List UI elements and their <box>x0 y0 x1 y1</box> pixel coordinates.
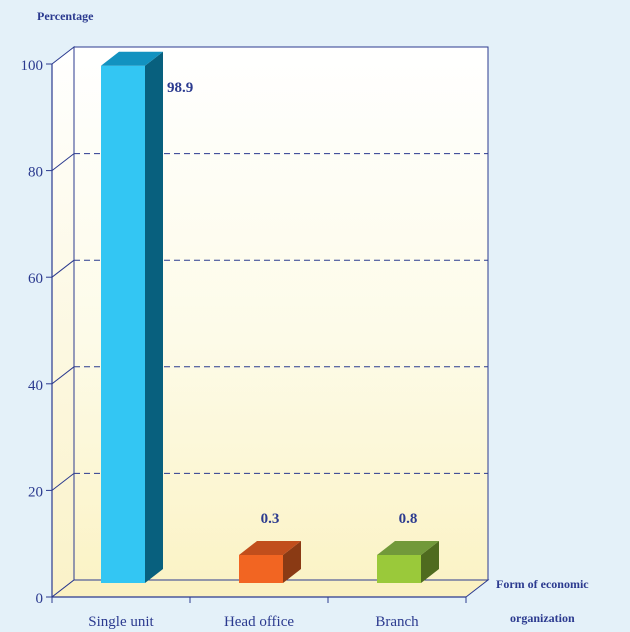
gridlines <box>51 153 488 491</box>
y-tick-label: 40 <box>28 378 43 394</box>
side-wall <box>51 45 75 599</box>
y-axis: 0 20 40 60 80 100 <box>21 58 52 607</box>
gridline-depth <box>51 259 75 278</box>
bar-side <box>145 51 163 584</box>
x-tick-label: Single unit <box>88 614 154 630</box>
y-tick-label: 80 <box>28 165 43 181</box>
data-label: 98.9 <box>167 80 193 96</box>
bars <box>101 51 439 584</box>
x-axis-title-line-1: Form of economic <box>496 577 589 591</box>
y-tick-label: 0 <box>36 591 44 607</box>
gridline-depth <box>51 473 75 491</box>
bar-top <box>377 541 439 555</box>
y-tick-label: 100 <box>21 58 44 74</box>
x-tick-label: Branch <box>375 614 419 630</box>
y-tick-label: 60 <box>28 271 43 287</box>
bar <box>101 51 163 584</box>
x-axis-title-line-2: organization <box>510 611 575 625</box>
x-tick-label: Head office <box>224 614 294 630</box>
data-label: 0.8 <box>399 511 418 527</box>
bar <box>239 541 301 583</box>
bar-front <box>101 65 145 584</box>
y-axis-title: Percentage <box>37 9 94 23</box>
axes <box>51 64 466 598</box>
gridline-depth <box>51 366 75 385</box>
bar <box>377 541 439 583</box>
data-label: 0.3 <box>261 511 280 527</box>
bar-top <box>101 51 163 66</box>
gridline-depth <box>51 153 75 171</box>
data-labels: 98.9 0.3 0.8 <box>167 80 417 527</box>
bar-top <box>239 541 301 555</box>
bar-front <box>239 555 283 583</box>
bar-front <box>377 555 421 583</box>
x-axis: Single unit Head office Branch <box>51 597 467 630</box>
y-tick-label: 20 <box>28 484 43 500</box>
